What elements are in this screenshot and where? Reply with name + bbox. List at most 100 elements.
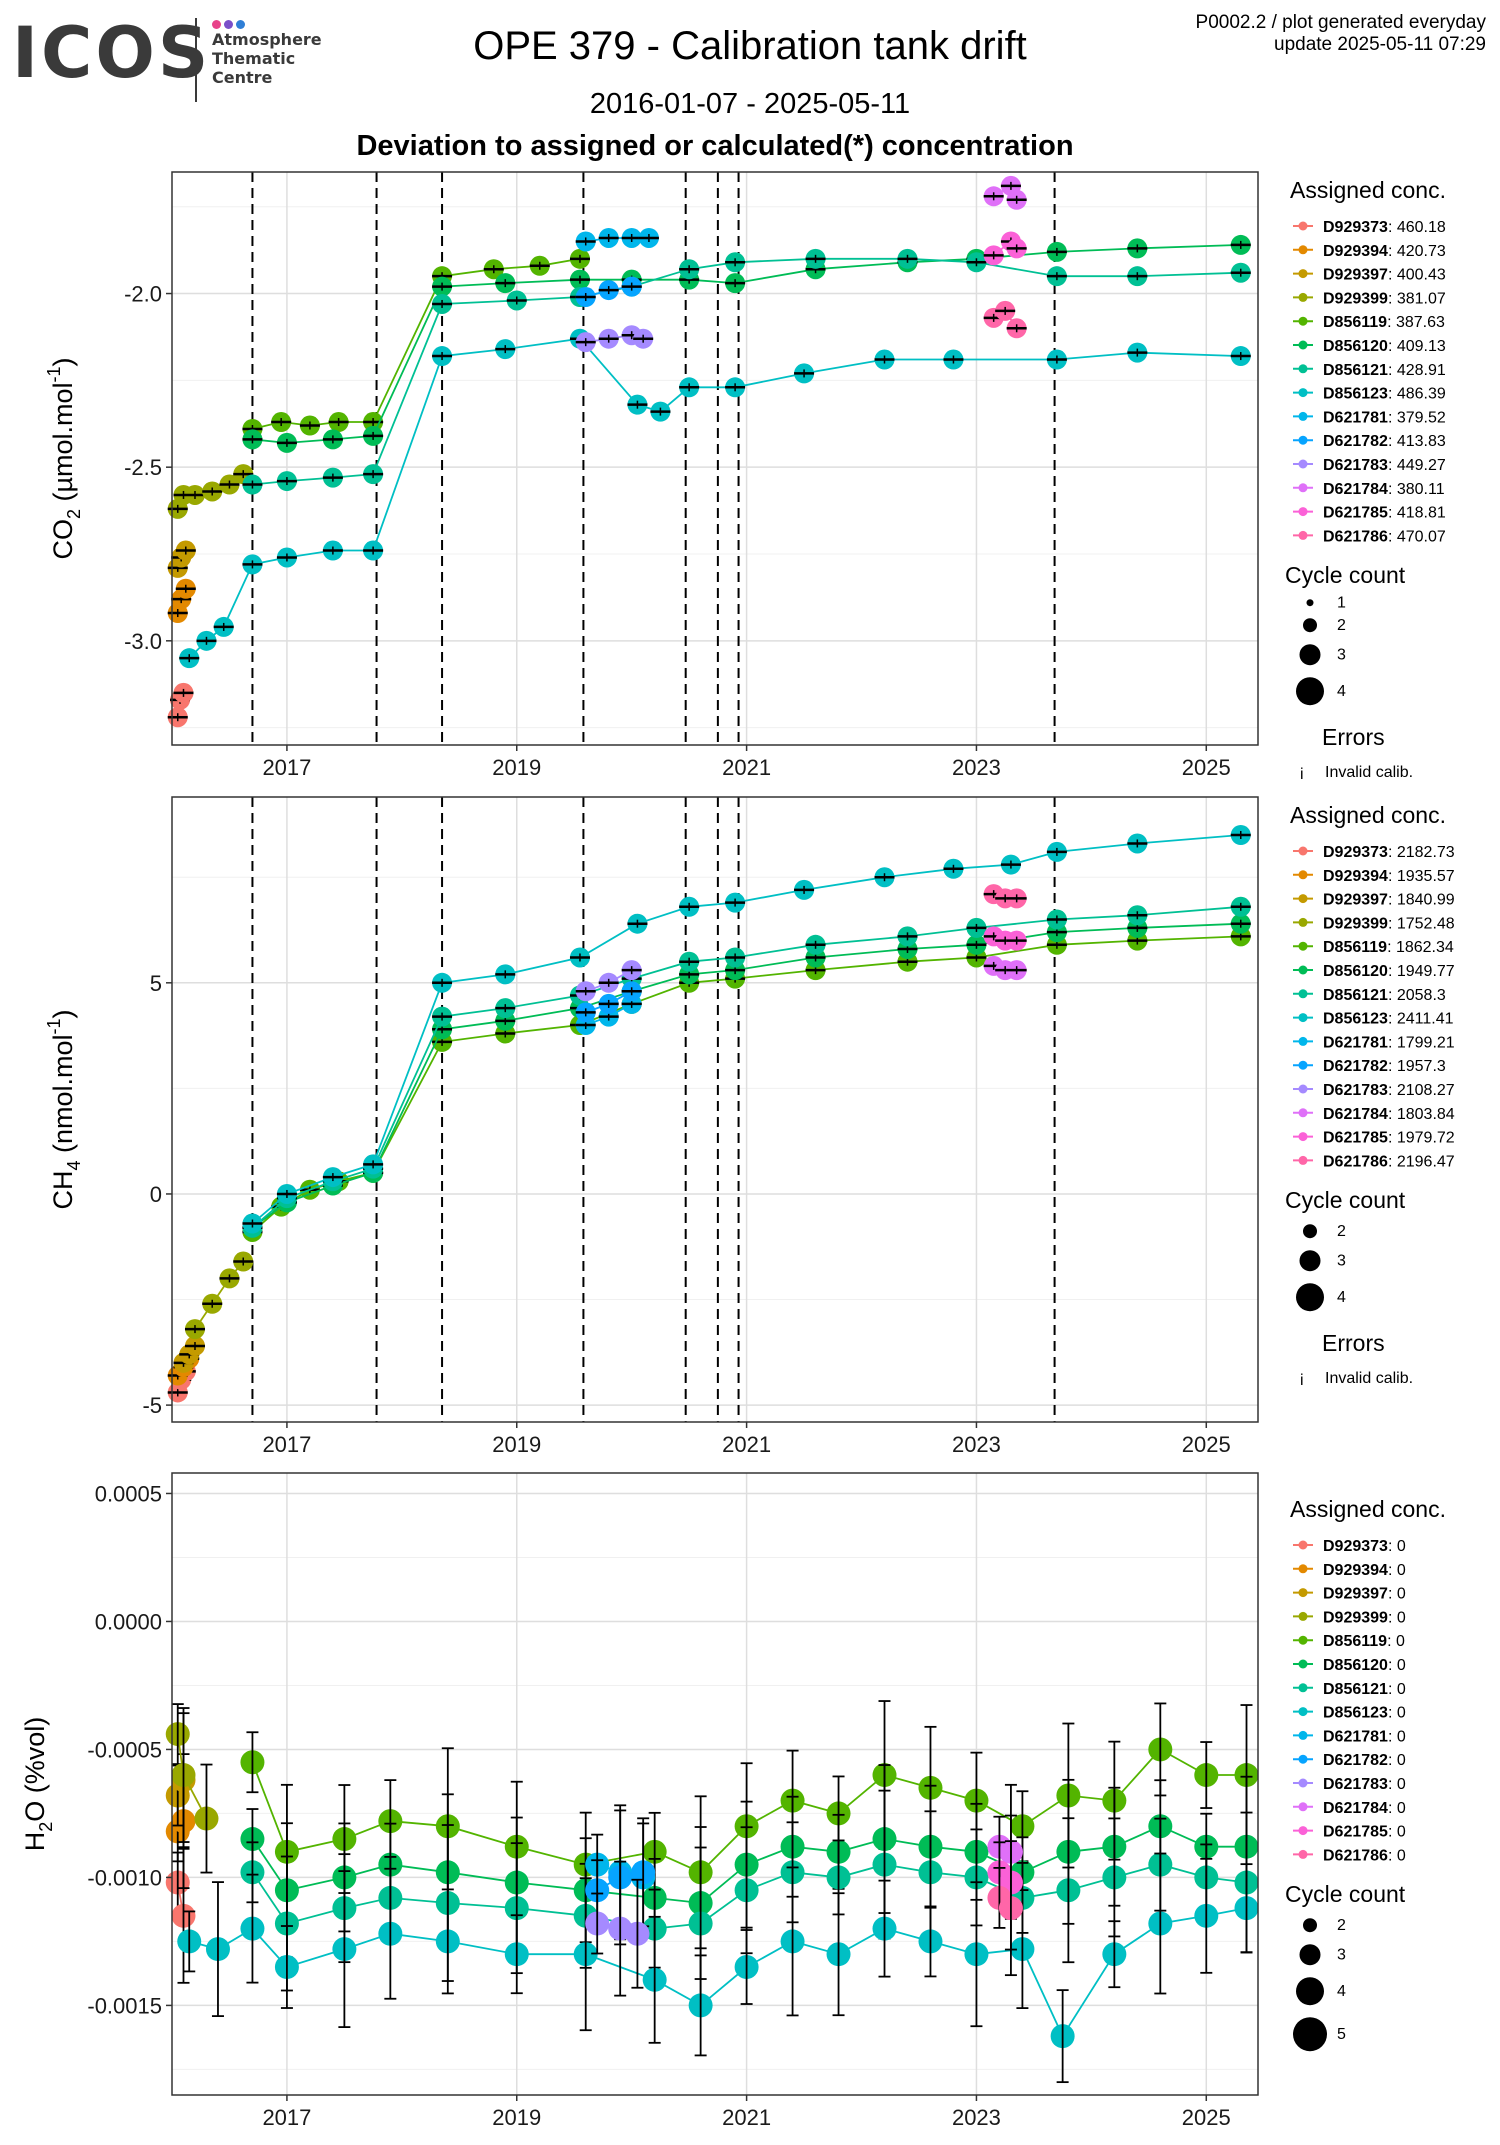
legend-label: D621781: 1799.21	[1323, 1034, 1455, 1051]
legend-item-D929394: D929394: 1935.57	[1293, 868, 1455, 885]
legend-value: : 0	[1388, 1752, 1406, 1769]
legend-name: D621786	[1323, 1153, 1388, 1170]
logo-subtext: Atmosphere Thematic Centre	[212, 30, 322, 87]
legend-item-D929397: D929397: 400.43	[1293, 267, 1446, 284]
legend-dot	[1298, 1659, 1308, 1669]
legend-dot	[1298, 1802, 1308, 1812]
cycle-size-label: 2	[1337, 1223, 1346, 1240]
legend-item-D621783: D621783: 0	[1293, 1776, 1406, 1793]
y-tick-label: -0.0015	[87, 1993, 162, 2018]
series-D621786	[983, 884, 1027, 909]
legend-name: D621781	[1323, 1728, 1388, 1745]
legend-name: D856120	[1323, 338, 1388, 355]
legend-label: D856121: 0	[1323, 1681, 1406, 1698]
legend-item-D621781: D621781: 0	[1293, 1728, 1406, 1745]
legend-value: : 486.39	[1388, 386, 1446, 403]
legend-item-D621782: D621782: 413.83	[1293, 433, 1446, 450]
legend-dot	[1298, 245, 1308, 255]
legend-value: : 1979.72	[1388, 1130, 1455, 1147]
cycle-size-label: 3	[1337, 1947, 1346, 1964]
series-D621781	[575, 227, 659, 252]
legend-value: : 381.07	[1388, 290, 1446, 307]
y-axis-title-part: )	[48, 357, 78, 366]
legend-value: : 1949.77	[1388, 963, 1455, 980]
series-D621782	[575, 276, 642, 308]
x-tick-label: 2019	[492, 755, 541, 780]
cycle-size-dot	[1296, 1977, 1324, 2006]
series-line	[252, 257, 1241, 486]
x-tick-label: 2025	[1182, 755, 1231, 780]
legend-value: : 409.13	[1388, 338, 1446, 355]
legend-item-D856120: D856120: 0	[1293, 1657, 1406, 1674]
legend-value: : 0	[1388, 1609, 1406, 1626]
legend-value: : 1799.21	[1388, 1034, 1455, 1051]
legend-name: D856120	[1323, 963, 1388, 980]
legend-value: : 2108.27	[1388, 1082, 1455, 1099]
legend-name: D856119	[1323, 939, 1387, 956]
logo-dot-purple	[224, 20, 233, 29]
cycle-size-label: 4	[1337, 1289, 1346, 1306]
legend-dot	[1298, 435, 1308, 445]
legend-item-D621786: D621786: 0	[1293, 1847, 1406, 1864]
cycle-size-dot	[1303, 1224, 1317, 1239]
legend-title-cycle: Cycle count	[1285, 1187, 1406, 1213]
legend-item-D621785: D621785: 1979.72	[1293, 1130, 1455, 1147]
legend-item-D929399: D929399: 381.07	[1293, 290, 1446, 307]
legend-item-D856119: D856119: 1862.34	[1293, 939, 1454, 956]
y-axis-title: CO2 (µmol.mol-1)	[44, 357, 84, 559]
legend-item-D929397: D929397: 1840.99	[1293, 892, 1455, 909]
legend-label: D621784: 380.11	[1323, 481, 1445, 498]
legend-label: D621786: 2196.47	[1323, 1153, 1455, 1170]
legend-label: D856121: 2058.3	[1323, 987, 1446, 1004]
product-id: P0002.2 / plot generated everyday	[1195, 12, 1486, 33]
x-tick-label: 2017	[262, 1432, 311, 1457]
legend-item-D856121: D856121: 2058.3	[1293, 987, 1446, 1004]
legend-name: D929399	[1323, 915, 1388, 932]
series-D621784	[983, 175, 1027, 210]
chart-panel-3: 2017 2019 2021 2023 2025 -0.0015 -0.0010 -0.000…	[20, 1472, 1446, 2130]
legend-value: : 460.18	[1388, 219, 1446, 236]
legend-name: D621786	[1323, 528, 1388, 545]
legend-name: D621782	[1323, 1752, 1388, 1769]
legend-name: D929399	[1323, 290, 1388, 307]
legend-name: D856123	[1323, 386, 1388, 403]
legend-value: : 0	[1388, 1847, 1406, 1864]
legend-name: D621784	[1323, 1106, 1388, 1123]
series-D621782	[575, 981, 642, 1023]
cycle-size-dot	[1303, 1918, 1317, 1933]
cycle-size-dot	[1299, 1944, 1321, 1966]
logo-subtext-line-2: Thematic	[212, 49, 296, 68]
legend-value: : 0	[1388, 1776, 1406, 1793]
y-tick-label: 0	[150, 1182, 162, 1207]
y-tick-label: -5	[142, 1393, 162, 1418]
cycle-size-dot	[1303, 618, 1317, 633]
legend-name: D621782	[1323, 433, 1388, 450]
legend-value: : 0	[1388, 1824, 1406, 1841]
legend-name: D929397	[1323, 1586, 1388, 1603]
plot-background	[172, 797, 1258, 1422]
legend-label: D856120: 0	[1323, 1657, 1406, 1674]
legend-item-D621783: D621783: 449.27	[1293, 457, 1446, 474]
logo-divider	[195, 18, 197, 102]
cycle-size-dot	[1306, 599, 1314, 607]
legend-label: D929397: 1840.99	[1323, 892, 1455, 909]
legend-label: D929373: 0	[1323, 1538, 1406, 1555]
legend-value: : 413.83	[1388, 433, 1446, 450]
legend-label: D856123: 0	[1323, 1705, 1406, 1722]
legend-name: D621781	[1323, 409, 1388, 426]
legend-dot	[1298, 846, 1308, 856]
x-tick-label: 2021	[722, 755, 771, 780]
plot-background	[172, 172, 1258, 745]
legend-item-D856121: D856121: 0	[1293, 1681, 1406, 1698]
legend-dot	[1298, 1084, 1308, 1094]
legend-label: D621783: 2108.27	[1323, 1082, 1455, 1099]
legend-label: D621786: 470.07	[1323, 528, 1446, 545]
legend-value: : 400.43	[1388, 267, 1446, 284]
legend-value: : 420.73	[1388, 243, 1446, 260]
legend-dot	[1298, 411, 1308, 421]
legend-label: D929399: 381.07	[1323, 290, 1446, 307]
legend-dot	[1298, 1060, 1308, 1070]
legend-item-D856119: D856119: 0	[1293, 1633, 1405, 1650]
legend-dot	[1298, 1155, 1308, 1165]
